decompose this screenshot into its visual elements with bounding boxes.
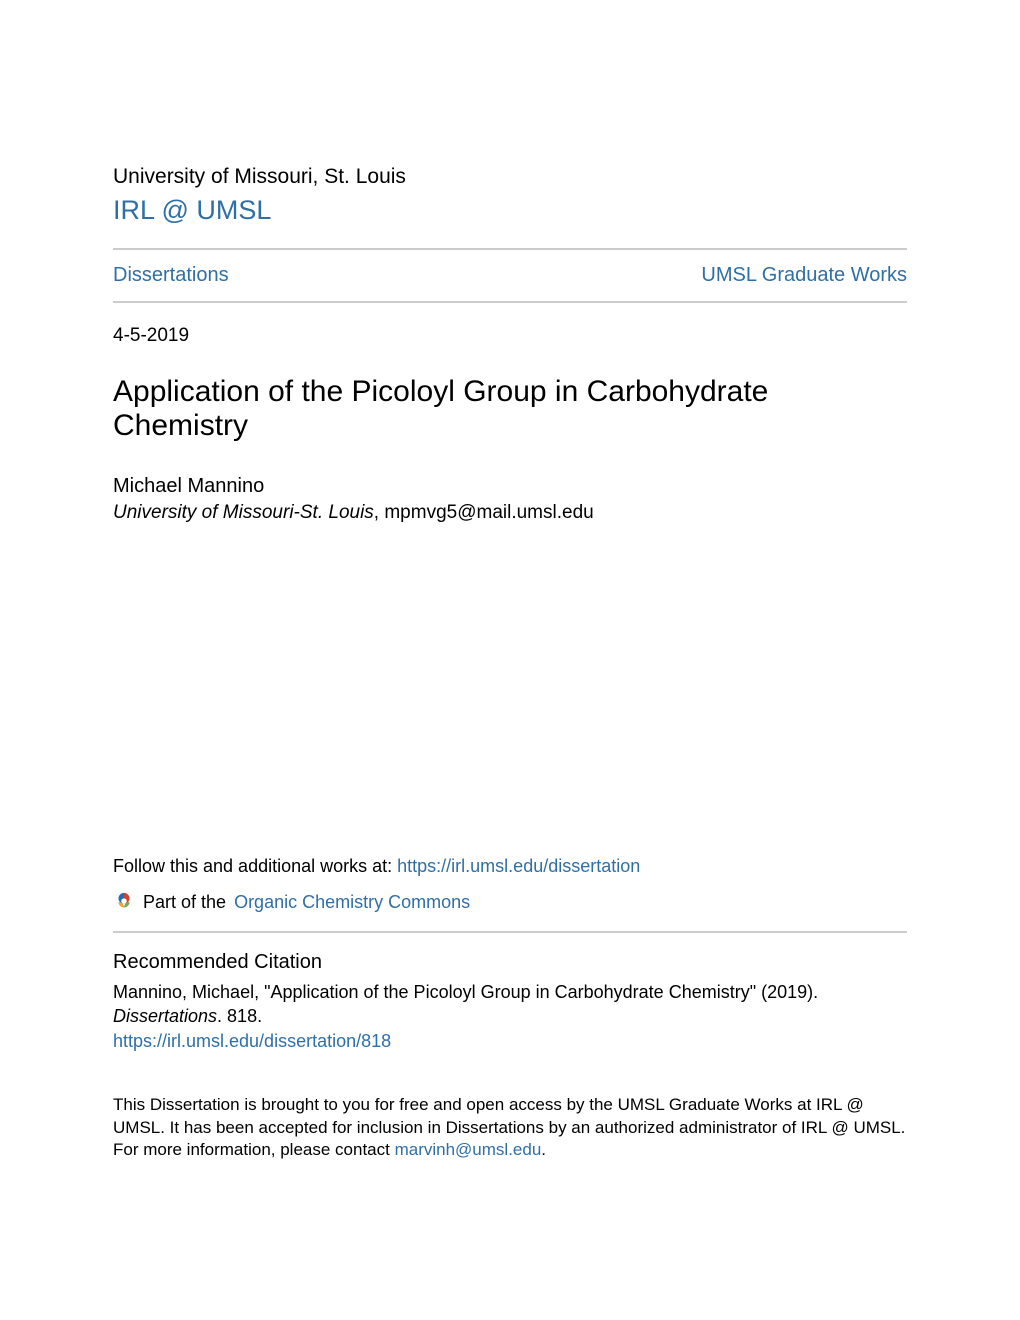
- affiliation-email: , mpmvg5@mail.umsl.edu: [374, 502, 594, 523]
- cover-page: University of Missouri, St. Louis IRL @ …: [0, 0, 1020, 1320]
- access-statement: This Dissertation is brought to you for …: [113, 1094, 907, 1163]
- author-name: Michael Mannino: [113, 475, 907, 498]
- follow-works-line: Follow this and additional works at: htt…: [113, 856, 907, 877]
- citation-text: Mannino, Michael, "Application of the Pi…: [113, 980, 907, 1029]
- nav-graduate-works-link[interactable]: UMSL Graduate Works: [701, 264, 907, 287]
- citation-body: Mannino, Michael, "Application of the Pi…: [113, 982, 818, 1002]
- affiliation-institution: University of Missouri-St. Louis: [113, 502, 374, 523]
- paper-title: Application of the Picoloyl Group in Car…: [113, 375, 907, 443]
- breadcrumb-nav: Dissertations UMSL Graduate Works: [113, 250, 907, 301]
- author-affiliation: University of Missouri-St. Louis, mpmvg5…: [113, 502, 907, 524]
- follow-url-link[interactable]: https://irl.umsl.edu/dissertation: [397, 856, 640, 876]
- follow-prefix: Follow this and additional works at:: [113, 856, 397, 876]
- institution-name: University of Missouri, St. Louis: [113, 165, 907, 189]
- nav-dissertations-link[interactable]: Dissertations: [113, 264, 229, 287]
- divider-citation: [113, 931, 907, 933]
- repository-link[interactable]: IRL @ UMSL: [113, 195, 271, 226]
- recommended-citation-heading: Recommended Citation: [113, 951, 907, 974]
- access-statement-tail: .: [541, 1140, 546, 1159]
- citation-series: Dissertations: [113, 1006, 217, 1026]
- commons-link[interactable]: Organic Chemistry Commons: [234, 892, 470, 913]
- divider-nav: [113, 301, 907, 303]
- commons-prefix: Part of the: [143, 892, 226, 913]
- network-icon: [113, 891, 135, 913]
- commons-line: Part of the Organic Chemistry Commons: [113, 891, 907, 913]
- citation-url-link[interactable]: https://irl.umsl.edu/dissertation/818: [113, 1031, 391, 1052]
- citation-tail: . 818.: [217, 1006, 262, 1026]
- lower-metadata-block: Follow this and additional works at: htt…: [113, 856, 907, 1162]
- contact-email-link[interactable]: marvinh@umsl.edu: [395, 1140, 542, 1159]
- publication-date: 4-5-2019: [113, 325, 907, 347]
